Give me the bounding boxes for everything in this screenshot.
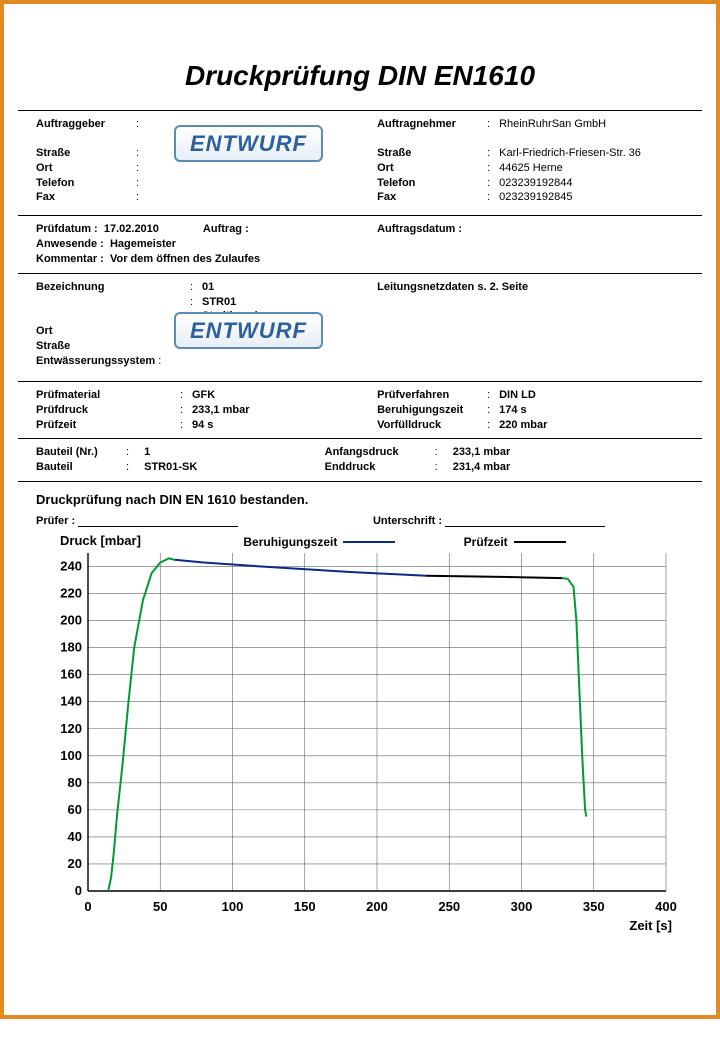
beruhigungszeit-value: 174 s (499, 403, 527, 418)
unterschrift-line (445, 526, 605, 527)
anwesende-label: Anwesende : (36, 237, 104, 252)
pruefer-line (78, 526, 238, 527)
section-location: ENTWURF Bezeichnung:01 :STR01 :Stadtkana… (18, 273, 702, 381)
svg-text:100: 100 (60, 748, 82, 763)
pruefverfahren-value: DIN LD (499, 388, 536, 403)
auftragsdatum-label: Auftragsdatum : (377, 222, 462, 237)
kommentar-label: Kommentar : (36, 252, 104, 267)
svg-text:400: 400 (655, 899, 677, 914)
pruefdruck-label: Prüfdruck (36, 403, 136, 418)
legend-beruhigung-swatch (343, 541, 395, 543)
pruefer-label: Prüfer : (36, 515, 75, 527)
enddruck-label: Enddruck (325, 460, 435, 475)
pruefzeit-label: Prüfzeit (36, 418, 136, 433)
contractor-fax-label: Fax (377, 190, 487, 205)
watermark-2: ENTWURF (174, 312, 323, 349)
client-ort-label: Ort (36, 161, 136, 176)
page-title: Druckprüfung DIN EN1610 (18, 60, 702, 92)
signature-row: Prüfer : Unterschrift : (36, 515, 684, 527)
svg-text:40: 40 (68, 829, 82, 844)
svg-text:220: 220 (60, 586, 82, 601)
svg-text:0: 0 (84, 899, 91, 914)
anfangsdruck-label: Anfangsdruck (325, 445, 435, 460)
anwesende-value: Hagemeister (110, 237, 176, 252)
unterschrift-label: Unterschrift : (373, 515, 442, 527)
svg-text:20: 20 (68, 856, 82, 871)
contractor-ort-label: Ort (377, 161, 487, 176)
legend-beruhigung-label: Beruhigungszeit (243, 535, 337, 549)
svg-text:160: 160 (60, 667, 82, 682)
contractor-telefon-label: Telefon (377, 176, 487, 191)
svg-text:140: 140 (60, 694, 82, 709)
bauteil-nr-label: Bauteil (Nr.) (36, 445, 126, 460)
kommentar-value: Vor dem öffnen des Zulaufes (110, 252, 260, 267)
contractor-fax-value: 023239192845 (499, 190, 572, 205)
chart-x-title: Zeit [s] (629, 918, 672, 933)
enddruck-value: 231,4 mbar (453, 460, 510, 475)
client-fax-label: Fax (36, 190, 136, 205)
entw-label: Entwässerungssystem (36, 354, 155, 369)
section-parties: ENTWURF Auftraggeber: Straße: Ort: Telef… (18, 110, 702, 215)
contractor-auftragnehmer-label: Auftragnehmer (377, 117, 487, 132)
client-telefon-label: Telefon (36, 176, 136, 191)
contractor-strasse-label: Straße (377, 146, 487, 161)
section-component: Bauteil (Nr.): 1 Bauteil: STR01-SK Anfan… (18, 438, 702, 482)
pruefdatum-label: Prüfdatum : (36, 222, 98, 237)
legend-pruefzeit-label: Prüfzeit (464, 535, 508, 549)
page-content: Druckprüfung DIN EN1610 ENTWURF Auftragg… (18, 60, 702, 1039)
result-text: Druckprüfung nach DIN EN 1610 bestanden. (36, 492, 702, 507)
document-frame: Druckprüfung DIN EN1610 ENTWURF Auftragg… (0, 0, 720, 1019)
pruefdruck-value: 233,1 mbar (192, 403, 249, 418)
client-auftraggeber-label: Auftraggeber (36, 117, 136, 132)
svg-text:250: 250 (438, 899, 460, 914)
svg-text:60: 60 (68, 802, 82, 817)
watermark-1: ENTWURF (174, 125, 323, 162)
vorfuelldruck-label: Vorfülldruck (377, 418, 487, 433)
svg-text:240: 240 (60, 559, 82, 574)
pruefzeit-value: 94 s (192, 418, 213, 433)
section-meta: Prüfdatum : 17.02.2010 Auftrag : Auftrag… (18, 215, 702, 273)
svg-text:50: 50 (153, 899, 167, 914)
svg-text:100: 100 (222, 899, 244, 914)
vorfuelldruck-value: 220 mbar (499, 418, 547, 433)
contractor-strasse-value: Karl-Friedrich-Friesen-Str. 36 (499, 146, 641, 161)
strasse-label: Straße (36, 339, 136, 354)
pruefmaterial-value: GFK (192, 388, 215, 403)
bezeichnung-2: STR01 (202, 295, 236, 310)
svg-text:200: 200 (366, 899, 388, 914)
svg-text:120: 120 (60, 721, 82, 736)
pruefverfahren-label: Prüfverfahren (377, 388, 487, 403)
bauteil-label: Bauteil (36, 460, 126, 475)
anfangsdruck-value: 233,1 mbar (453, 445, 510, 460)
svg-text:150: 150 (294, 899, 316, 914)
legend-pruefzeit-swatch (514, 541, 566, 543)
svg-text:300: 300 (511, 899, 533, 914)
section-test-params: Prüfmaterial:GFK Prüfdruck:233,1 mbar Pr… (18, 381, 702, 439)
client-strasse-label: Straße (36, 146, 136, 161)
pruefmaterial-label: Prüfmaterial (36, 388, 136, 403)
chart-legend: Beruhigungszeit Prüfzeit (36, 535, 684, 549)
bauteil-value: STR01-SK (144, 460, 197, 475)
chart-svg: 0 20 40 60 80 100 120 140 160 180 200 220 240 0 50 100 1… (36, 533, 684, 933)
contractor-auftragnehmer-value: RheinRuhrSan GmbH (499, 117, 606, 132)
beruhigungszeit-label: Beruhigungszeit (377, 403, 487, 418)
svg-text:180: 180 (60, 640, 82, 655)
svg-text:200: 200 (60, 613, 82, 628)
pressure-chart: Druck [mbar] Beruhigungszeit Prüfzeit 02… (36, 533, 684, 933)
svg-text:350: 350 (583, 899, 605, 914)
leitung-note: Leitungsnetzdaten s. 2. Seite (377, 280, 528, 295)
contractor-column: Auftragnehmer:RheinRuhrSan GmbH Straße:K… (377, 117, 692, 205)
bauteil-nr-value: 1 (144, 445, 150, 460)
bezeichnung-1: 01 (202, 280, 214, 295)
svg-text:0: 0 (75, 883, 82, 898)
bezeichnung-label: Bezeichnung (36, 280, 136, 295)
ort-label: Ort (36, 324, 136, 339)
svg-text:80: 80 (68, 775, 82, 790)
contractor-telefon-value: 023239192844 (499, 176, 572, 191)
pruefdatum-value: 17.02.2010 (104, 222, 159, 237)
contractor-ort-value: 44625 Herne (499, 161, 563, 176)
auftrag-label: Auftrag : (203, 222, 249, 237)
